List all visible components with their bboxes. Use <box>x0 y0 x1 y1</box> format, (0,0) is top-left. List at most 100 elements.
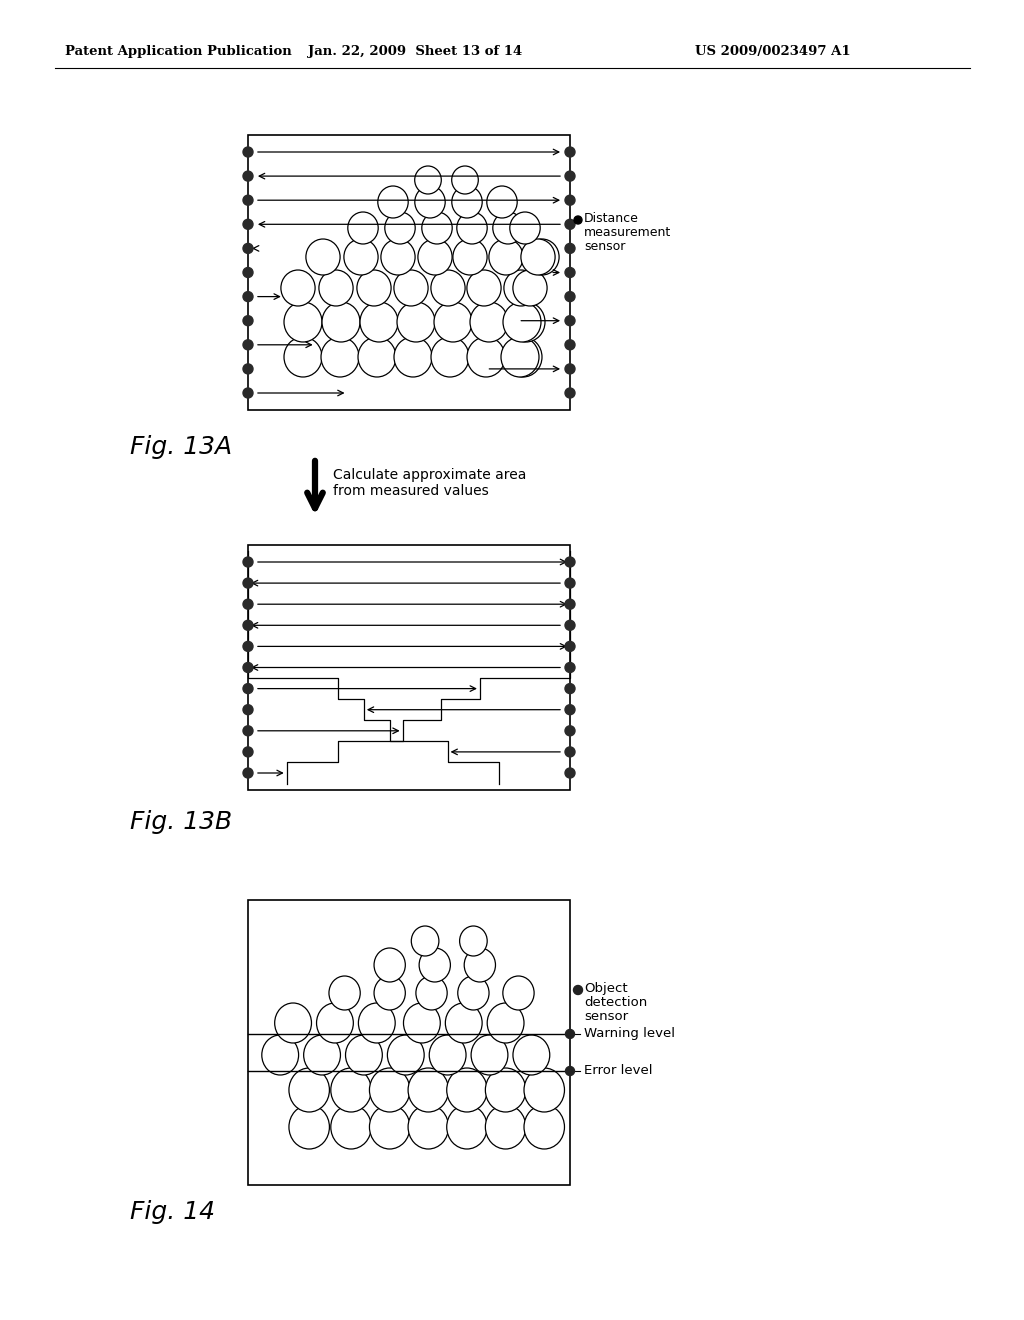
Ellipse shape <box>316 1003 353 1043</box>
Ellipse shape <box>321 337 359 378</box>
Ellipse shape <box>445 1003 482 1043</box>
Circle shape <box>565 172 575 181</box>
Text: Error level: Error level <box>584 1064 652 1077</box>
Text: Fig. 13B: Fig. 13B <box>130 810 232 834</box>
Ellipse shape <box>431 271 465 306</box>
Circle shape <box>243 599 253 610</box>
Ellipse shape <box>409 1105 449 1148</box>
Circle shape <box>565 747 575 756</box>
Ellipse shape <box>348 213 378 244</box>
Text: Calculate approximate area: Calculate approximate area <box>333 469 526 482</box>
Circle shape <box>565 388 575 399</box>
Text: Warning level: Warning level <box>584 1027 675 1040</box>
Ellipse shape <box>345 1035 382 1074</box>
Ellipse shape <box>504 337 542 378</box>
Ellipse shape <box>485 1068 526 1111</box>
Ellipse shape <box>422 213 453 244</box>
Ellipse shape <box>370 1068 410 1111</box>
Text: Fig. 14: Fig. 14 <box>130 1200 215 1224</box>
Ellipse shape <box>412 927 439 956</box>
Ellipse shape <box>453 239 487 275</box>
Circle shape <box>565 599 575 610</box>
Circle shape <box>565 339 575 350</box>
Ellipse shape <box>360 302 398 342</box>
Ellipse shape <box>385 213 415 244</box>
Circle shape <box>243 315 253 326</box>
Circle shape <box>243 768 253 777</box>
Ellipse shape <box>284 302 322 342</box>
Text: sensor: sensor <box>584 240 626 253</box>
Ellipse shape <box>431 337 469 378</box>
Ellipse shape <box>524 1105 564 1148</box>
Ellipse shape <box>281 271 315 306</box>
Ellipse shape <box>306 239 340 275</box>
Circle shape <box>243 642 253 651</box>
Ellipse shape <box>452 166 478 194</box>
Ellipse shape <box>460 927 487 956</box>
Ellipse shape <box>446 1105 487 1148</box>
Circle shape <box>243 243 253 253</box>
Ellipse shape <box>331 1068 372 1111</box>
Text: Fig. 13A: Fig. 13A <box>130 436 232 459</box>
Bar <box>248 545 570 789</box>
Circle shape <box>243 557 253 568</box>
Ellipse shape <box>464 948 496 982</box>
Circle shape <box>243 292 253 301</box>
Ellipse shape <box>409 1068 449 1111</box>
Circle shape <box>565 726 575 735</box>
Circle shape <box>243 195 253 205</box>
Circle shape <box>565 620 575 630</box>
Ellipse shape <box>504 271 538 306</box>
Ellipse shape <box>322 302 360 342</box>
Text: sensor: sensor <box>584 1010 628 1023</box>
Ellipse shape <box>284 337 322 378</box>
Ellipse shape <box>378 186 409 218</box>
Circle shape <box>565 684 575 693</box>
Circle shape <box>565 768 575 777</box>
Circle shape <box>243 339 253 350</box>
Ellipse shape <box>457 213 487 244</box>
Ellipse shape <box>416 975 447 1010</box>
Circle shape <box>565 364 575 374</box>
Ellipse shape <box>521 239 555 275</box>
Ellipse shape <box>467 271 501 306</box>
Circle shape <box>565 1067 574 1076</box>
Ellipse shape <box>358 1003 395 1043</box>
Circle shape <box>565 663 575 672</box>
Circle shape <box>565 268 575 277</box>
Ellipse shape <box>510 213 541 244</box>
Circle shape <box>243 147 253 157</box>
Text: Object: Object <box>584 982 628 995</box>
Ellipse shape <box>503 302 541 342</box>
Ellipse shape <box>501 337 539 378</box>
Ellipse shape <box>446 1068 487 1111</box>
Text: measurement: measurement <box>584 226 672 239</box>
Ellipse shape <box>525 239 559 275</box>
Ellipse shape <box>403 1003 440 1043</box>
Circle shape <box>565 147 575 157</box>
Ellipse shape <box>513 1035 550 1074</box>
Circle shape <box>243 726 253 735</box>
Bar <box>248 900 570 1185</box>
Ellipse shape <box>331 1105 372 1148</box>
Ellipse shape <box>418 239 453 275</box>
Ellipse shape <box>524 1068 564 1111</box>
Circle shape <box>243 620 253 630</box>
Ellipse shape <box>387 1035 424 1074</box>
Circle shape <box>565 1030 574 1039</box>
Ellipse shape <box>262 1035 299 1074</box>
Ellipse shape <box>419 948 451 982</box>
Circle shape <box>243 172 253 181</box>
Circle shape <box>243 578 253 589</box>
Circle shape <box>243 268 253 277</box>
Circle shape <box>565 557 575 568</box>
Ellipse shape <box>289 1068 330 1111</box>
Circle shape <box>243 684 253 693</box>
Ellipse shape <box>304 1035 340 1074</box>
Ellipse shape <box>488 239 523 275</box>
Ellipse shape <box>374 975 406 1010</box>
Text: Patent Application Publication: Patent Application Publication <box>65 45 292 58</box>
Ellipse shape <box>381 239 415 275</box>
Circle shape <box>565 243 575 253</box>
Ellipse shape <box>486 186 517 218</box>
